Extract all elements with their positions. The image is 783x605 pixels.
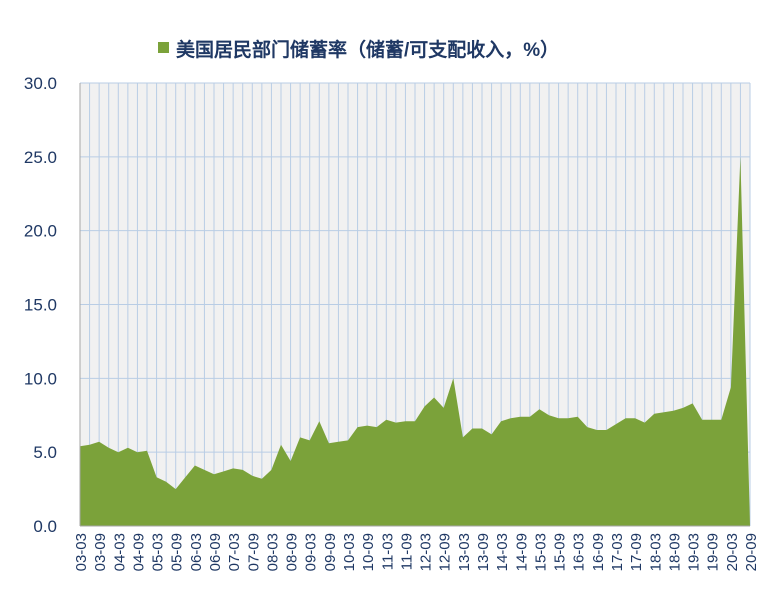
y-tick-label: 5.0: [33, 443, 57, 462]
x-tick-label: 11-09: [398, 533, 415, 570]
legend: 美国居民部门储蓄率（储蓄/可支配收入，%）: [158, 38, 559, 61]
x-tick-label: 05-09: [169, 533, 186, 571]
x-tick-label: 04-03: [111, 533, 128, 571]
x-tick-label: 08-09: [284, 533, 301, 571]
x-tick-label: 15-09: [552, 533, 569, 571]
x-tick-label: 07-09: [245, 533, 262, 571]
x-tick-label: 18-09: [666, 533, 683, 571]
x-axis-ticks: 03-03 03-09 04-03 04-09 05-03 05-09 06-03 06-09…: [73, 533, 760, 571]
x-tick-label: 12-09: [437, 533, 454, 571]
x-tick-label: 19-09: [705, 533, 722, 571]
x-tick-label: 10-03: [341, 533, 358, 571]
x-tick-label: 20-09: [743, 533, 760, 571]
x-tick-label: 17-03: [609, 533, 626, 571]
x-tick-label: 13-09: [475, 533, 492, 571]
y-tick-label: 15.0: [24, 296, 57, 315]
y-tick-label: 20.0: [24, 222, 57, 241]
x-tick-label: 03-09: [92, 533, 109, 571]
y-tick-label: 10.0: [24, 369, 57, 388]
x-tick-label: 14-03: [494, 533, 511, 571]
x-tick-label: 16-03: [571, 533, 588, 571]
x-tick-label: 06-03: [188, 533, 205, 571]
x-tick-label: 19-03: [686, 533, 703, 571]
legend-label: 美国居民部门储蓄率（储蓄/可支配收入，%）: [176, 38, 559, 61]
saving-rate-area: [80, 156, 750, 527]
x-tick-label: 13-03: [456, 533, 473, 571]
x-tick-label: 12-03: [418, 533, 435, 571]
x-tick-label: 09-09: [322, 533, 339, 571]
x-tick-label: 20-03: [724, 533, 741, 571]
x-tick-label: 15-03: [532, 533, 549, 571]
x-tick-label: 10-09: [360, 533, 377, 571]
x-tick-label: 08-03: [264, 533, 281, 571]
x-tick-label: 03-03: [73, 533, 90, 571]
x-tick-label: 06-09: [207, 533, 224, 571]
x-tick-label: 04-09: [130, 533, 147, 571]
x-tick-label: 17-09: [628, 533, 645, 571]
x-tick-label: 14-09: [513, 533, 530, 571]
x-tick-label: 09-03: [303, 533, 320, 571]
y-axis-ticks: 0.0 5.0 10.0 15.0 20.0 25.0 30.0: [24, 74, 57, 536]
x-tick-label: 16-09: [590, 533, 607, 571]
x-tick-label: 18-03: [647, 533, 664, 571]
axes: [79, 83, 750, 527]
x-tick-label: 11-03: [379, 533, 396, 570]
legend-swatch: [158, 42, 169, 53]
y-tick-label: 25.0: [24, 148, 57, 167]
x-tick-label: 05-03: [150, 533, 167, 571]
y-tick-label: 0.0: [33, 517, 57, 536]
y-tick-label: 30.0: [24, 74, 57, 93]
x-tick-label: 07-03: [226, 533, 243, 571]
